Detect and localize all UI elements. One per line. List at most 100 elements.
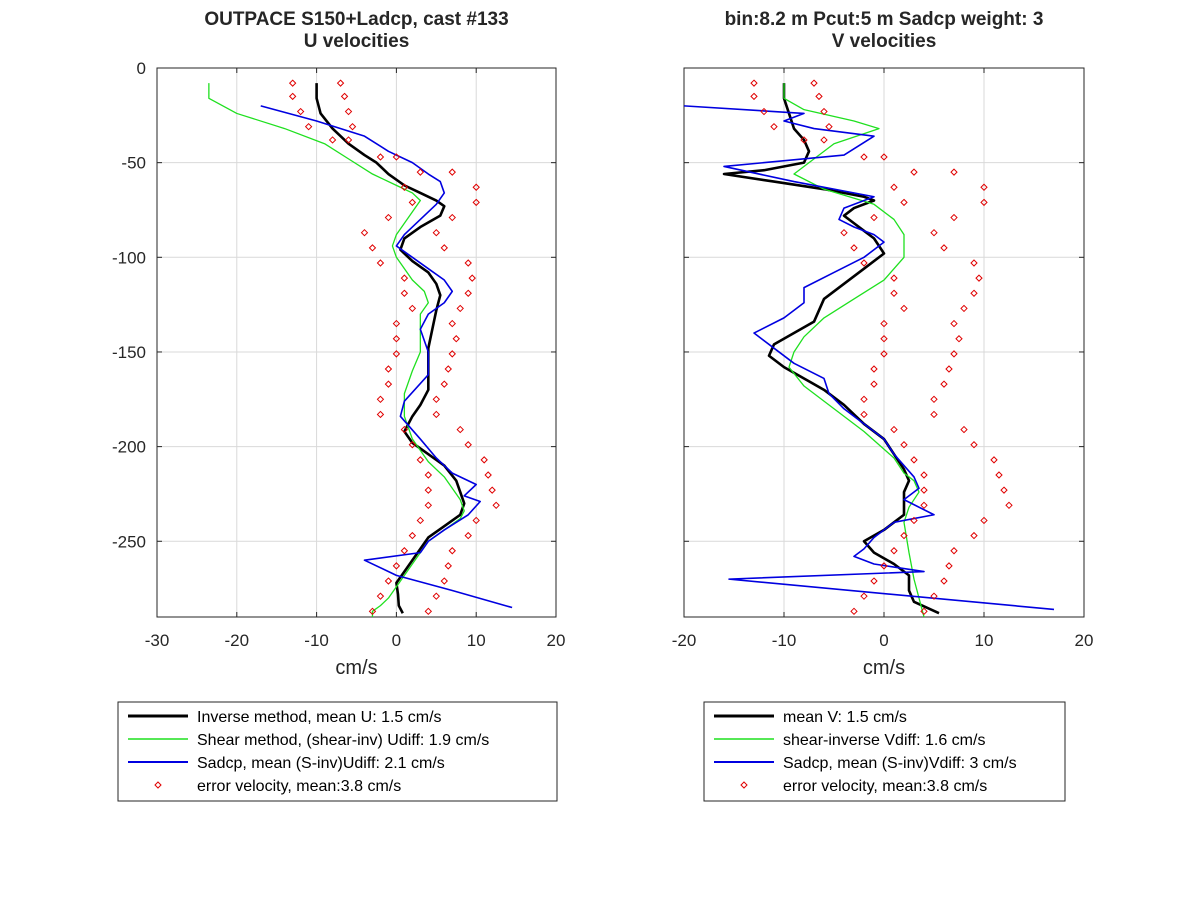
error-point	[860, 259, 868, 267]
error-point	[344, 136, 353, 144]
error-point	[384, 365, 393, 373]
error-point	[810, 79, 818, 87]
legend-box	[117, 701, 558, 802]
error-point	[480, 456, 488, 464]
legend-label: error velocity, mean:3.8 cm/s	[197, 778, 401, 795]
series-shear-line	[783, 83, 925, 617]
error-point	[840, 228, 848, 237]
error-point	[376, 153, 385, 161]
error-point	[860, 592, 868, 600]
error-point	[432, 592, 441, 600]
error-point	[890, 183, 898, 191]
x-tick-label: -20	[672, 631, 697, 650]
error-point	[880, 319, 888, 328]
error-point	[930, 410, 938, 419]
error-point	[970, 289, 978, 297]
error-point	[472, 183, 480, 191]
error-point	[440, 380, 448, 388]
error-point	[860, 153, 868, 161]
error-point	[890, 289, 898, 297]
y-tick-label: 0	[137, 59, 146, 78]
error-point	[416, 516, 425, 525]
error-point	[448, 350, 456, 358]
error-point	[472, 516, 480, 525]
error-point	[980, 198, 988, 207]
error-point	[448, 168, 456, 176]
error-point	[970, 259, 978, 267]
x-tick-label: 20	[547, 631, 566, 650]
y-tick-label: -200	[112, 438, 146, 457]
error-point	[970, 531, 978, 540]
error-point	[750, 92, 758, 101]
error-point	[870, 365, 878, 373]
error-point	[900, 304, 908, 313]
error-point	[815, 92, 823, 101]
x-tick-label: -10	[304, 631, 329, 650]
error-point	[770, 122, 778, 131]
error-point	[392, 319, 401, 328]
error-point	[916, 622, 922, 628]
error-point	[820, 107, 828, 116]
error-point	[392, 153, 401, 161]
error-point	[440, 577, 448, 585]
legend-label: Shear method, (shear-inv) Udiff: 1.9 cm/…	[197, 732, 489, 749]
error-point	[820, 136, 828, 144]
error-point	[1000, 486, 1008, 494]
error-point	[464, 289, 472, 297]
chart-title-line: V velocities	[832, 31, 937, 52]
chart-title-line: OUTPACE S150+Ladcp, cast #133	[204, 9, 508, 30]
error-point	[860, 410, 868, 419]
error-point	[920, 607, 928, 616]
panel-2: -20 -10 0 10 20 bin:8.2 m Pcut:5 m Sadcp weig…	[672, 9, 1093, 802]
panel-1: -30 -20 -10 0 10 200-50-100-150-200-250OUTPAC…	[112, 9, 566, 802]
y-tick-label: -150	[112, 343, 146, 362]
y-tick-label: -100	[112, 248, 146, 267]
error-point	[400, 425, 409, 434]
error-point	[850, 607, 858, 616]
legend-label: Inverse method, mean U: 1.5 cm/s	[197, 709, 442, 726]
error-point	[880, 350, 888, 358]
error-point	[975, 274, 983, 282]
x-tick-label: 0	[392, 631, 401, 650]
error-point	[484, 471, 492, 479]
error-point	[408, 198, 417, 207]
error-point	[870, 380, 878, 388]
error-point	[870, 213, 878, 222]
error-point	[336, 79, 345, 87]
error-point	[468, 274, 476, 282]
series-sadcp-line	[260, 105, 513, 609]
error-point	[432, 395, 441, 404]
x-tick-label: -10	[772, 631, 797, 650]
error-point	[416, 456, 425, 464]
error-point	[980, 183, 988, 191]
error-point	[920, 471, 928, 479]
error-point	[995, 471, 1003, 479]
error-point	[760, 107, 768, 116]
error-point	[900, 198, 908, 207]
error-point	[424, 471, 433, 479]
legend-label: Sadcp, mean (S-inv)Udiff: 2.1 cm/s	[197, 755, 445, 772]
error-point	[980, 516, 988, 525]
legend: Inverse method, mean U: 1.5 cm/s Shear me…	[117, 701, 558, 802]
error-point	[940, 577, 948, 585]
chart-title-line: U velocities	[304, 31, 410, 52]
x-tick-label: -20	[225, 631, 250, 650]
error-point	[850, 244, 858, 252]
error-point	[860, 395, 868, 404]
error-point	[377, 622, 383, 628]
x-tick-label: 10	[975, 631, 994, 650]
error-point	[910, 168, 918, 176]
error-point	[432, 410, 441, 419]
error-point	[288, 92, 297, 101]
error-point	[368, 244, 377, 252]
error-point	[400, 274, 409, 282]
error-point	[492, 501, 500, 510]
error-point	[861, 622, 867, 628]
error-point	[890, 425, 898, 434]
error-point	[400, 183, 409, 191]
error-point	[456, 425, 464, 434]
error-point	[384, 577, 393, 585]
error-point	[328, 136, 337, 144]
error-point	[392, 335, 401, 343]
